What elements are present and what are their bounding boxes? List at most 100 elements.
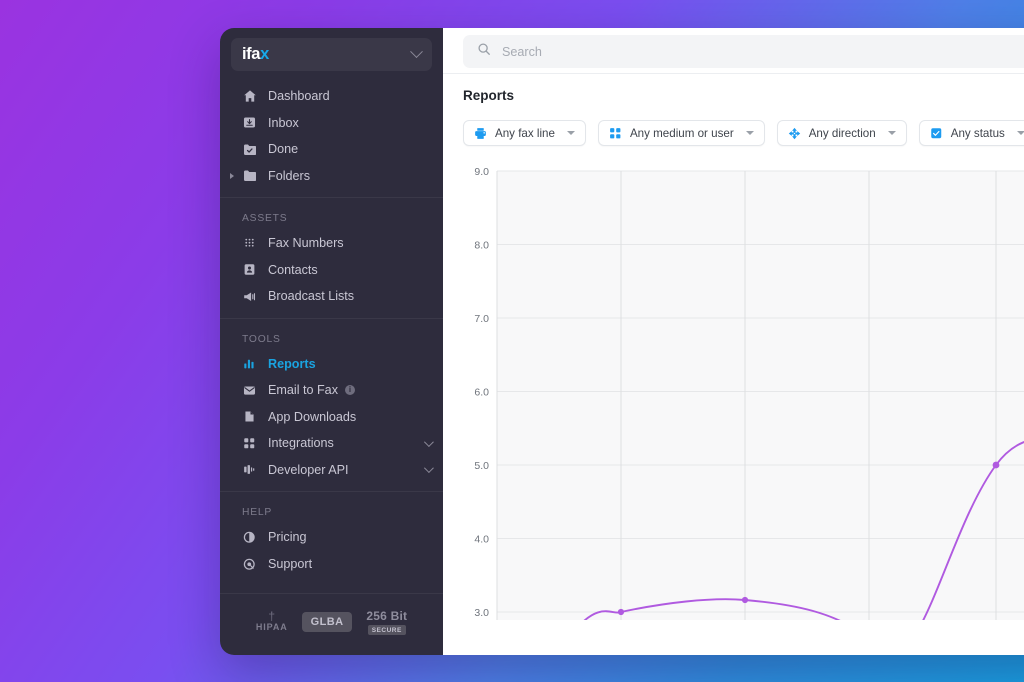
hipaa-symbol-icon: † xyxy=(268,609,276,623)
chevron-down-icon xyxy=(887,131,896,135)
sidebar-item-done[interactable]: Done xyxy=(220,136,443,163)
sidebar-section-title-tools: TOOLS xyxy=(242,333,281,345)
sidebar-item-inbox[interactable]: Inbox xyxy=(220,110,443,137)
y-tick-label: 3.0 xyxy=(474,607,489,619)
info-icon[interactable]: i xyxy=(345,385,355,396)
logo-suffix: x xyxy=(260,45,269,63)
grid-squares-icon xyxy=(609,127,622,140)
page-title: Reports xyxy=(463,88,515,103)
encryption-badge: 256 Bit SECURE xyxy=(366,609,407,635)
plot-background xyxy=(497,171,1024,620)
app-window: ifax Dashboard Inbox D xyxy=(220,28,1024,655)
sidebar-item-contacts[interactable]: Contacts xyxy=(220,257,443,284)
filter-direction[interactable]: Any direction xyxy=(776,120,907,146)
secure-label: SECURE xyxy=(367,625,406,635)
data-point-hovered[interactable] xyxy=(992,461,1000,469)
logo: ifax xyxy=(242,45,269,64)
sidebar-item-reports[interactable]: Reports xyxy=(220,351,443,378)
sidebar-item-label: Done xyxy=(268,142,299,157)
sidebar-item-label: Developer API xyxy=(268,462,349,477)
chart-data-points xyxy=(617,461,1000,616)
filter-bar: Any fax line Any medium or user Any dire… xyxy=(463,120,1024,146)
home-icon xyxy=(242,89,257,104)
data-point[interactable] xyxy=(617,608,625,616)
sidebar-item-label: Pricing xyxy=(268,530,307,545)
compliance-badges: † HIPAA GLBA 256 Bit SECURE xyxy=(220,593,443,655)
filter-fax-line[interactable]: Any fax line xyxy=(463,120,586,146)
pricing-icon xyxy=(242,530,257,545)
sidebar-item-label: Dashboard xyxy=(268,89,330,104)
chevron-down-icon xyxy=(566,131,575,135)
sidebar-item-developer-api[interactable]: Developer API xyxy=(220,457,443,484)
envelope-icon xyxy=(242,383,257,398)
filter-medium-or-user[interactable]: Any medium or user xyxy=(597,120,765,146)
sidebar-item-folders[interactable]: Folders xyxy=(220,163,443,190)
sidebar-item-email-to-fax[interactable]: Email to Fax i xyxy=(220,377,443,404)
sidebar-item-label: Broadcast Lists xyxy=(268,289,355,304)
y-tick-label: 9.0 xyxy=(474,166,489,178)
sidebar-item-broadcast-lists[interactable]: Broadcast Lists xyxy=(220,283,443,310)
chevron-down-icon xyxy=(745,131,754,135)
search-icon xyxy=(477,42,491,61)
filter-label: Any medium or user xyxy=(629,126,734,140)
main-content: Search Fax OCR Reports Any fax line xyxy=(443,28,1024,655)
data-point[interactable] xyxy=(741,596,749,604)
y-tick-label: 5.0 xyxy=(474,460,489,472)
filter-label: Any fax line xyxy=(495,126,555,140)
status-note-icon xyxy=(930,127,943,140)
y-tick-label: 8.0 xyxy=(474,240,489,252)
download-app-icon xyxy=(242,409,257,424)
sidebar-item-label: Inbox xyxy=(268,115,299,130)
y-tick-label: 7.0 xyxy=(474,313,489,325)
search-input[interactable]: Search xyxy=(502,44,542,59)
grid-icon xyxy=(242,436,257,451)
search-field-group[interactable]: Search xyxy=(477,42,1024,61)
horizontal-gridlines xyxy=(497,170,1024,613)
sidebar-section-title-help: HELP xyxy=(242,507,273,518)
sidebar-item-fax-numbers[interactable]: Fax Numbers xyxy=(220,230,443,257)
sidebar-section-title-assets: ASSETS xyxy=(242,213,288,224)
vertical-gridlines xyxy=(496,171,997,620)
sidebar-item-label: Integrations xyxy=(268,436,334,451)
chart-line xyxy=(583,441,1024,620)
y-tick-label: 6.0 xyxy=(474,387,489,399)
sidebar-item-support[interactable]: Support xyxy=(220,551,443,578)
hipaa-label: HIPAA xyxy=(255,622,288,632)
sidebar-item-label: Email to Fax xyxy=(268,383,338,398)
y-tick-label: 4.0 xyxy=(474,534,489,546)
y-axis-ticks: 9.0 8.0 7.0 6.0 5.0 4.0 3.0 xyxy=(474,166,489,619)
reports-panel: Reports Any fax line Any medium or user xyxy=(443,74,1024,655)
sidebar-item-label: App Downloads xyxy=(268,409,357,424)
sidebar-spacer xyxy=(220,585,443,593)
workspace-switcher[interactable]: ifax xyxy=(231,38,432,71)
sidebar-group-main: Dashboard Inbox Done Folders xyxy=(220,80,443,198)
filter-status[interactable]: Any status xyxy=(918,120,1024,146)
sidebar-group-help: HELP Pricing Support xyxy=(220,492,443,585)
sidebar-item-dashboard[interactable]: Dashboard xyxy=(220,83,443,110)
hipaa-badge: † HIPAA xyxy=(255,609,288,632)
filter-label: Any direction xyxy=(808,126,876,140)
logo-container: ifax xyxy=(220,28,443,80)
inbox-icon xyxy=(242,115,257,130)
chevron-down-icon xyxy=(423,463,434,474)
encryption-bits-label: 256 Bit xyxy=(366,609,408,623)
reports-chart: 9.0 8.0 7.0 6.0 5.0 4.0 3.0 xyxy=(463,160,1024,655)
megaphone-icon xyxy=(242,289,257,304)
chevron-down-icon xyxy=(1016,131,1024,135)
sidebar-item-label: Fax Numbers xyxy=(268,236,344,251)
logo-prefix: ifa xyxy=(242,45,261,63)
direction-arrows-icon xyxy=(788,127,801,140)
done-folder-icon xyxy=(242,142,257,157)
sidebar-item-app-downloads[interactable]: App Downloads xyxy=(220,404,443,431)
folder-icon xyxy=(242,168,257,183)
chart-svg: 9.0 8.0 7.0 6.0 5.0 4.0 3.0 xyxy=(474,166,1024,620)
sidebar-item-integrations[interactable]: Integrations xyxy=(220,430,443,457)
contacts-icon xyxy=(242,262,257,277)
support-icon xyxy=(242,556,257,571)
search-bar[interactable]: Search Fax OCR xyxy=(463,35,1024,68)
sidebar-item-label: Support xyxy=(268,556,313,571)
sidebar-item-label: Folders xyxy=(268,168,310,183)
sidebar-group-assets: ASSETS Fax Numbers Contacts Broadcast Li… xyxy=(220,198,443,319)
bar-chart-icon xyxy=(242,356,257,371)
sidebar-item-pricing[interactable]: Pricing xyxy=(220,524,443,551)
